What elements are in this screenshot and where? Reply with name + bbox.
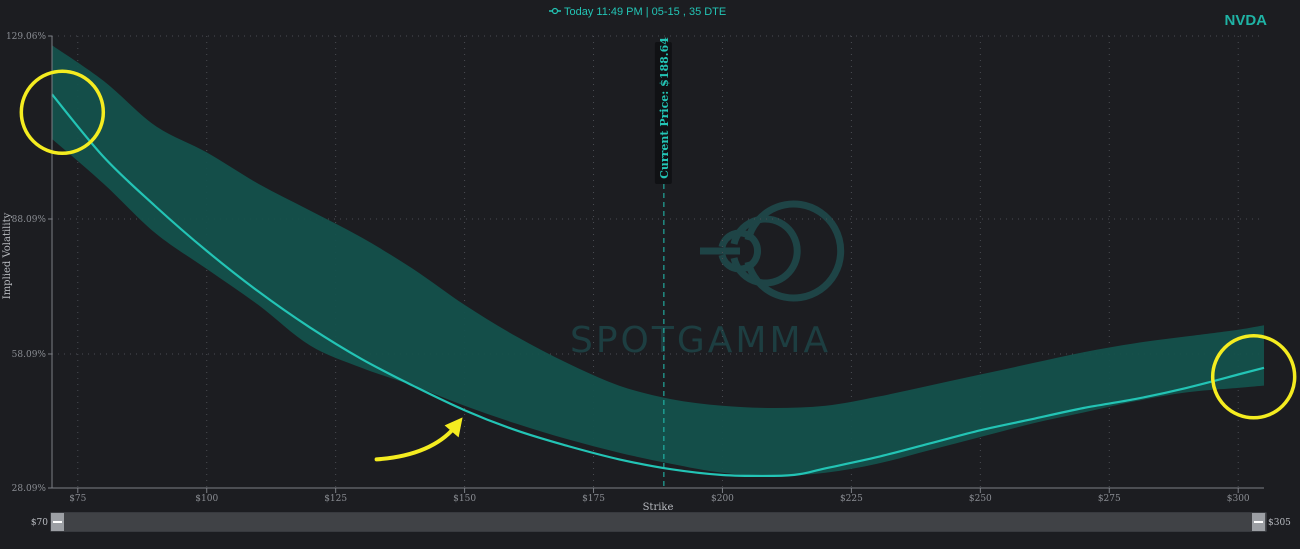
x-tick-label: $200 bbox=[711, 494, 734, 504]
current-price-marker: Current Price: $188.64 bbox=[654, 37, 672, 488]
spotgamma-watermark: SPOTGAMMA bbox=[570, 200, 845, 361]
legend-label: Today 11:49 PM | 05-15 , 35 DTE bbox=[564, 6, 726, 18]
x-tick-label: $175 bbox=[582, 494, 605, 504]
range-slider-max-label: $305 bbox=[1268, 518, 1291, 528]
x-tick-label: $75 bbox=[69, 494, 86, 504]
spotgamma-logo-icon bbox=[700, 200, 845, 302]
watermark-text: SPOTGAMMA bbox=[570, 320, 831, 361]
iv-band bbox=[52, 45, 1264, 476]
x-tick-label: $100 bbox=[195, 494, 218, 504]
range-slider-selection[interactable] bbox=[64, 513, 1252, 531]
left-handle-grip-icon bbox=[53, 521, 62, 523]
right-handle-grip-icon bbox=[1254, 521, 1263, 523]
x-tick-label: $275 bbox=[1098, 494, 1121, 504]
iv-series-line[interactable] bbox=[51, 93, 1265, 478]
y-tick-label: 129.06% bbox=[6, 32, 46, 42]
current-price-label: Current Price: $188.64 bbox=[658, 37, 671, 179]
legend-marker-icon bbox=[551, 7, 559, 15]
annotations bbox=[19, 69, 1297, 462]
y-tick-label: 28.09% bbox=[12, 484, 47, 494]
iv-band-area bbox=[52, 45, 1264, 476]
range-slider[interactable]: $70 $305 bbox=[31, 512, 1291, 532]
current-price-box bbox=[654, 42, 672, 184]
range-slider-min-label: $70 bbox=[31, 518, 48, 528]
x-tick-label: $225 bbox=[840, 494, 863, 504]
x-tick-label: $150 bbox=[453, 494, 476, 504]
range-slider-left-handle[interactable] bbox=[51, 513, 64, 531]
x-tick-label: $300 bbox=[1227, 494, 1250, 504]
x-tick-label: $125 bbox=[324, 494, 347, 504]
ticker-symbol: NVDA bbox=[1224, 12, 1267, 29]
legend[interactable]: Today 11:49 PM | 05-15 , 35 DTE bbox=[549, 6, 726, 18]
y-tick-label: 88.09% bbox=[12, 215, 47, 225]
highlight-circle bbox=[19, 69, 106, 155]
arrow-icon bbox=[374, 417, 463, 462]
y-axis-title: Implied Volatility bbox=[2, 212, 13, 299]
iv-series bbox=[51, 93, 1265, 478]
x-axis-title: Strike bbox=[643, 502, 674, 513]
range-slider-right-handle[interactable] bbox=[1252, 513, 1265, 531]
x-tick-label: $250 bbox=[969, 494, 992, 504]
axes: $75 $100 $125 $150 $175 $200 $225 $250 $275 $300 2… bbox=[6, 32, 1264, 504]
highlight-circle bbox=[1210, 333, 1297, 420]
y-tick-label: 58.09% bbox=[12, 350, 47, 360]
